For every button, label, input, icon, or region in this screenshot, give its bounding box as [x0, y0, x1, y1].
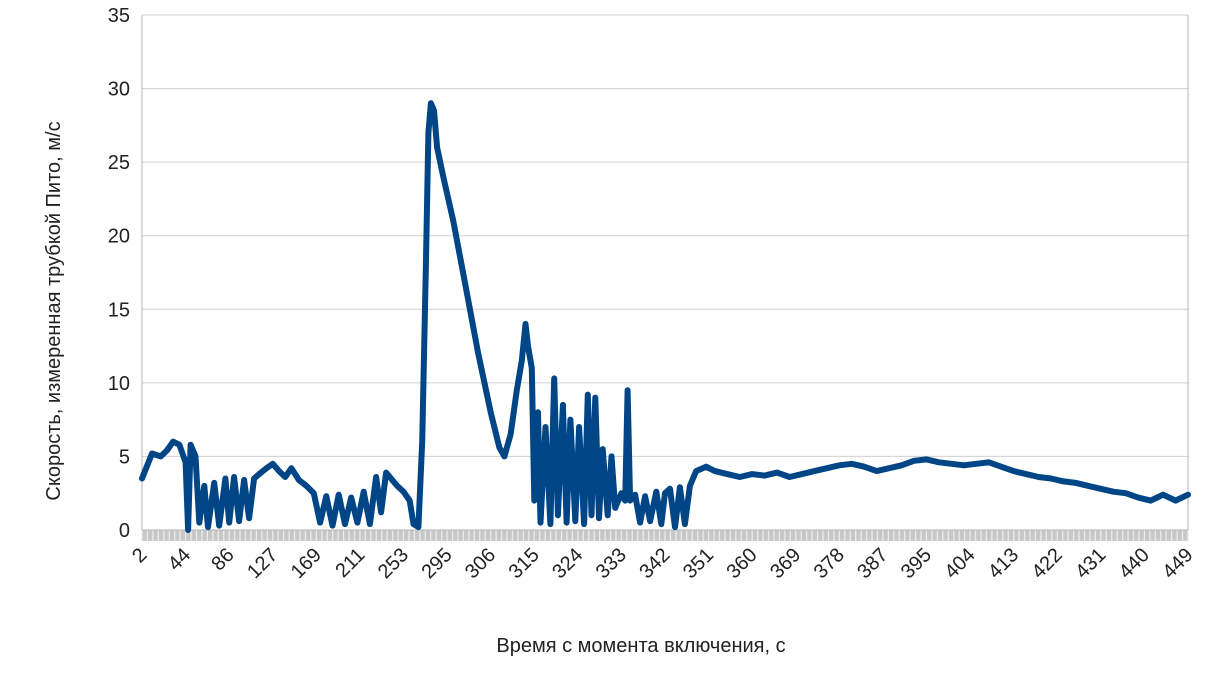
x-tick-label: 360 — [723, 544, 762, 583]
y-axis-title: Скорость, измеренная трубкой Пито, м/с — [43, 121, 65, 500]
x-tick-label: 395 — [897, 544, 936, 583]
x-tick-label: 333 — [592, 544, 631, 583]
x-tick-label: 387 — [853, 544, 892, 583]
x-tick-label: 2 — [128, 544, 151, 567]
y-tick-label: 15 — [108, 299, 130, 321]
y-tick-label: 5 — [119, 446, 130, 468]
y-tick-label: 10 — [108, 373, 130, 395]
x-tick-label: 369 — [766, 544, 805, 583]
x-tick-label: 404 — [940, 544, 979, 583]
x-tick-label: 431 — [1071, 544, 1110, 583]
x-tick-label: 211 — [331, 544, 369, 582]
grid — [141, 14, 1189, 541]
x-tick-label: 422 — [1028, 544, 1067, 583]
y-tick-label: 0 — [119, 520, 130, 542]
x-axis-ticks: 2 44 86 127 169 211 253 295 306 315 324 333 342 351 36… — [128, 544, 1197, 583]
x-tick-label: 127 — [243, 544, 282, 583]
x-tick-label: 449 — [1158, 544, 1197, 583]
y-axis-ticks: 0 5 10 15 20 25 30 35 — [108, 5, 130, 542]
x-tick-label: 324 — [548, 544, 587, 583]
series-group — [139, 100, 1191, 533]
x-tick-label: 315 — [505, 544, 544, 583]
x-tick-label: 44 — [164, 544, 195, 575]
x-tick-label: 351 — [679, 544, 718, 583]
x-tick-label: 306 — [461, 544, 500, 583]
x-tick-label: 295 — [417, 544, 456, 583]
x-tick-label: 413 — [984, 544, 1023, 583]
y-tick-label: 25 — [108, 152, 130, 174]
x-tick-label: 342 — [635, 544, 674, 583]
y-tick-label: 35 — [108, 5, 130, 27]
x-tick-label: 169 — [287, 544, 326, 583]
y-tick-label: 30 — [108, 79, 130, 101]
x-axis-tick-band — [141, 530, 1189, 541]
x-tick-label: 440 — [1115, 544, 1154, 583]
x-tick-label: 253 — [374, 544, 413, 583]
y-tick-label: 20 — [108, 226, 130, 248]
x-tick-label: 86 — [207, 544, 238, 575]
x-tick-label: 378 — [810, 544, 849, 583]
x-axis-title: Время с момента включения, с — [496, 635, 785, 657]
series-line — [139, 100, 1191, 533]
